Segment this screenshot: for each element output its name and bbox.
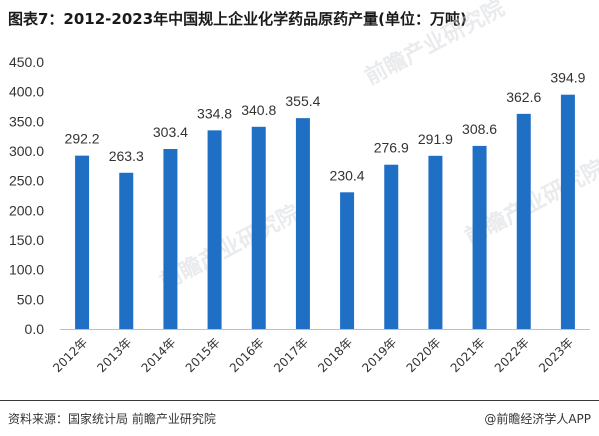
data-labels: 292.2 263.3 303.4 334.8 340.8 355.4 230.4 276.9… (65, 70, 586, 184)
data-label: 263.3 (109, 148, 144, 164)
x-tick-label: 2019年 (359, 335, 399, 375)
y-tick-label: 100.0 (9, 262, 44, 278)
bar (472, 145, 487, 329)
data-label: 292.2 (65, 131, 100, 147)
bar (251, 126, 266, 330)
bar (560, 94, 575, 330)
bar (75, 155, 90, 329)
data-label: 230.4 (330, 167, 365, 183)
y-tick-label: 350.0 (9, 113, 44, 129)
bar (428, 155, 443, 329)
data-label: 276.9 (374, 140, 409, 156)
x-tick-label: 2013年 (94, 335, 134, 375)
bar (340, 192, 355, 329)
bar (516, 113, 531, 329)
watermark-text: 前瞻产业研究院 (156, 200, 304, 295)
x-tick-label: 2017年 (271, 335, 311, 375)
data-label: 394.9 (550, 70, 585, 86)
bar (295, 118, 310, 329)
y-tick-label: 200.0 (9, 202, 44, 218)
data-label: 362.6 (506, 89, 541, 105)
x-tick-label: 2012年 (50, 335, 90, 375)
x-tick-label: 2022年 (492, 335, 532, 375)
y-axis: 0.0 50.0 100.0 150.0 200.0 250.0 300.0 350.0 400… (9, 54, 44, 337)
y-tick-label: 250.0 (9, 173, 44, 189)
source-note: 资料来源：国家统计局 前瞻产业研究院 (8, 412, 216, 426)
brand-credit: @前瞻经济学人APP (484, 412, 591, 426)
bar (163, 148, 178, 329)
y-tick-label: 400.0 (9, 84, 44, 100)
data-label: 291.9 (418, 131, 453, 147)
x-tick-label: 2018年 (315, 335, 355, 375)
data-label: 303.4 (153, 124, 188, 140)
y-tick-label: 0.0 (25, 321, 45, 337)
x-tick-label: 2023年 (536, 335, 576, 375)
y-tick-label: 300.0 (9, 143, 44, 159)
y-tick-label: 50.0 (17, 291, 44, 307)
bar (384, 164, 399, 329)
bar (119, 172, 134, 329)
data-label: 340.8 (241, 102, 276, 118)
x-tick-label: 2016年 (227, 335, 267, 375)
bars (75, 94, 575, 330)
bar-chart: 前瞻产业研究院前瞻产业研究院前瞻产业研究院 0.050.0100.0150.02… (9, 0, 599, 375)
footer-divider (0, 400, 599, 401)
x-tick-label: 2020年 (404, 335, 444, 375)
data-label: 308.6 (462, 121, 497, 137)
data-label: 355.4 (285, 93, 320, 109)
data-label: 334.8 (197, 105, 232, 121)
watermark-text: 前瞻产业研究院 (361, 0, 509, 90)
chart-title: 图表7：2012-2023年中国规上企业化学药品原药产量(单位：万吨) (8, 10, 467, 28)
x-axis: 2012年 2013年 2014年 2015年 2016年 2017年 2018年 2019年… (50, 329, 590, 375)
x-tick-label: 2021年 (448, 335, 488, 375)
y-tick-label: 150.0 (9, 232, 44, 248)
bar (207, 130, 222, 329)
y-tick-label: 450.0 (9, 54, 44, 70)
x-tick-label: 2015年 (183, 335, 223, 375)
x-tick-label: 2014年 (139, 335, 179, 375)
